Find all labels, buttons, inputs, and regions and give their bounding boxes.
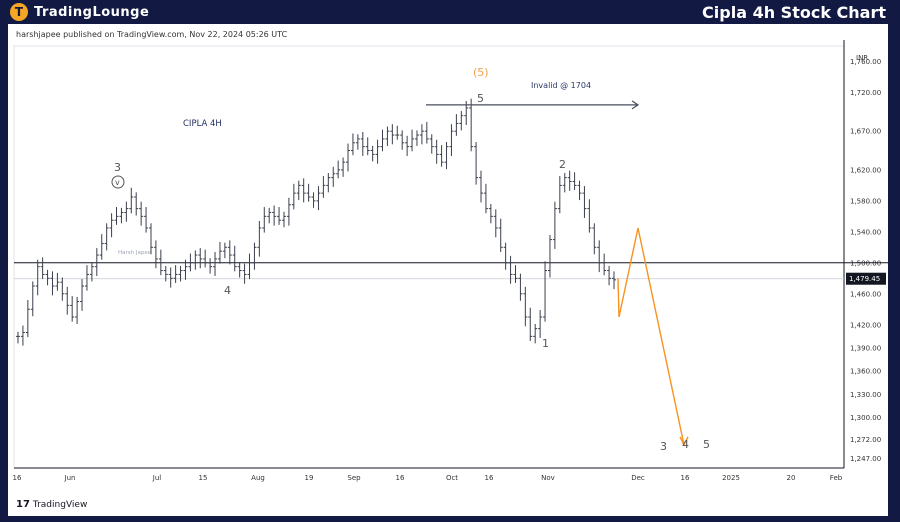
x-tick-label: Oct (446, 474, 458, 482)
x-tick-label: 16 (681, 474, 690, 482)
x-tick-label: Aug (251, 474, 265, 482)
y-tick-label: 1,330.00 (850, 391, 881, 399)
chart-panel: harshjapee published on TradingView.com,… (8, 24, 888, 516)
currency-label: INR (856, 54, 868, 62)
x-tick-label: 19 (305, 474, 314, 482)
wave-4-label: 4 (224, 284, 231, 297)
y-tick-label: 1,580.00 (850, 197, 881, 205)
wave-3-label: 3 (114, 161, 121, 174)
y-tick-label: 1,247.00 (850, 455, 881, 463)
x-tick-label: Jul (152, 474, 162, 482)
x-tick-label: 16 (13, 474, 22, 482)
y-tick-label: 1,420.00 (850, 321, 881, 329)
logo-mark-icon: T (10, 3, 28, 21)
x-tick-label: 2025 (722, 474, 740, 482)
future-wave-4-label: 4 (682, 438, 689, 451)
invalid-arrow-head (631, 100, 640, 110)
x-tick-label: Jun (64, 474, 76, 482)
y-tick-label: 1,670.00 (850, 128, 881, 136)
invalid-label: Invalid @ 1704 (531, 81, 591, 90)
chart-title: Cipla 4h Stock Chart (702, 3, 886, 22)
y-tick-label: 1,720.00 (850, 89, 881, 97)
y-tick-label: 1,620.00 (850, 166, 881, 174)
x-tick-label: Feb (830, 474, 843, 482)
wave-v-label: v (115, 178, 120, 187)
y-tick-label: 1,300.00 (850, 414, 881, 422)
last-price-badge (846, 272, 886, 285)
y-tick-label: 1,760.00 (850, 58, 881, 66)
wave-5-label: 5 (477, 92, 484, 105)
wave-5-paren-label: (5) (473, 66, 489, 79)
x-tick-label: Dec (631, 474, 645, 482)
y-tick-label: 1,540.00 (850, 228, 881, 236)
projection-arrow-head (679, 436, 689, 447)
header-bar: T TradingLounge Cipla 4h Stock Chart (0, 0, 900, 24)
wave-1-label: 1 (542, 337, 549, 350)
watermark-label: Harsh Japee (118, 250, 152, 256)
y-tick-label: 1,360.00 (850, 368, 881, 376)
chart-canvas[interactable]: INR 1,247.00 1,272.00 1,300.00 1,330.00 1,360… (8, 24, 888, 516)
y-tick-label: 1,390.00 (850, 344, 881, 352)
wave-v-circle (111, 175, 125, 189)
x-tick-label: Sep (347, 474, 361, 482)
x-tick-label: 16 (485, 474, 494, 482)
y-tick-label: 1,272.00 (850, 436, 881, 444)
tradingview-logo-icon: 17 (16, 499, 30, 510)
projection-path (617, 227, 685, 445)
x-tick-label: Nov (541, 474, 555, 482)
future-wave-3-label: 3 (660, 440, 667, 453)
last-price-label: 1,479.45 (849, 275, 880, 283)
y-tick-label: 1,460.00 (850, 290, 881, 298)
tradingview-footer[interactable]: 17 TradingView (16, 499, 87, 510)
publisher-note: harshjapee published on TradingView.com,… (16, 30, 288, 39)
tradingview-brand: TradingView (32, 499, 88, 510)
x-tick-label: 15 (199, 474, 208, 482)
chart-symbol-label: CIPLA 4H (183, 119, 222, 129)
logo-text: TradingLounge (34, 4, 150, 20)
plot-frame (13, 45, 845, 469)
x-tick-label: 16 (396, 474, 405, 482)
wave-2-label: 2 (559, 158, 566, 171)
x-tick-label: 20 (787, 474, 796, 482)
future-wave-5-label: 5 (703, 438, 710, 451)
tradinglounge-logo[interactable]: T TradingLounge (10, 3, 149, 21)
